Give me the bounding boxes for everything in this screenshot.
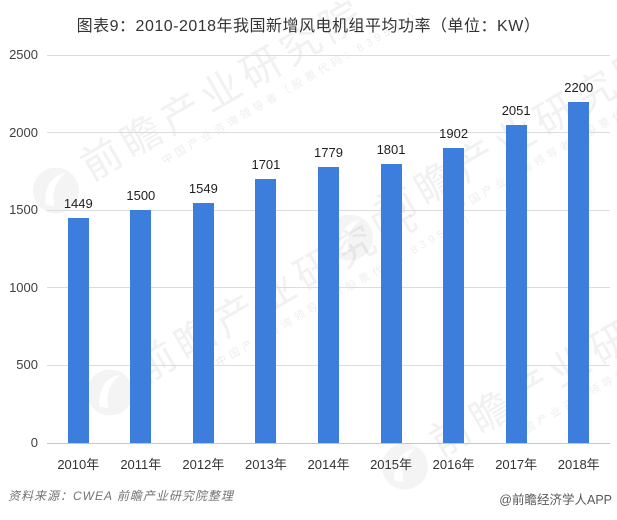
y-tick-label: 500	[16, 357, 38, 373]
x-tick-label: 2012年	[182, 457, 225, 472]
plot-area: 1449 1500 1549 1701 1779 1801 1902 2051 2200	[47, 54, 610, 444]
y-tick-label: 1000	[9, 279, 38, 295]
x-axis: 2010年 2011年 2012年 2013年 2014年 2015年 2016年 2017年…	[47, 452, 610, 472]
gridline	[47, 54, 610, 56]
x-tick-label: 2015年	[370, 457, 412, 472]
bar-value-label: 1701	[251, 157, 281, 173]
y-tick-label: 2000	[9, 124, 38, 140]
y-tick-label: 2500	[9, 47, 38, 62]
x-tick-label: 2013年	[244, 457, 287, 472]
x-tick-label: 2011年	[120, 457, 162, 472]
bar-value-label: 1549	[188, 180, 218, 196]
gridline	[47, 132, 610, 134]
bar-value-label: 1500	[126, 188, 156, 204]
app-credit: @前瞻经济学人APP	[499, 493, 612, 507]
bar	[443, 147, 465, 443]
y-tick-label: 0	[30, 435, 38, 450]
bar	[318, 166, 339, 443]
bar-value-label: 1902	[439, 125, 469, 141]
data-source-note: 资料来源：CWEA 前瞻产业研究院整理	[8, 489, 234, 503]
x-tick-label: 2017年	[495, 457, 538, 472]
x-tick-label: 2014年	[307, 457, 350, 472]
y-axis: 0 500 1000 1500 2000 2500	[0, 47, 38, 450]
bar	[192, 202, 214, 443]
bar-value-label: 1449	[63, 196, 93, 212]
gridline	[47, 442, 610, 444]
bar-value-label: 2200	[564, 79, 594, 95]
x-tick-label: 2018年	[557, 457, 600, 472]
bar	[568, 101, 590, 443]
bar	[380, 163, 402, 443]
y-tick-label: 1500	[9, 202, 38, 218]
bar	[130, 210, 152, 443]
bar-value-label: 1801	[376, 141, 406, 157]
x-tick-label: 2016年	[432, 457, 475, 472]
x-tick-label: 2010年	[57, 457, 100, 472]
bar-value-label: 2051	[501, 102, 531, 118]
chart-title: 图表9：2010-2018年我国新增风电机组平均功率（单位：KW）	[76, 18, 541, 35]
bar	[255, 179, 277, 443]
bar	[67, 218, 89, 443]
bar	[505, 124, 527, 443]
bar-value-label: 1779	[314, 144, 343, 160]
